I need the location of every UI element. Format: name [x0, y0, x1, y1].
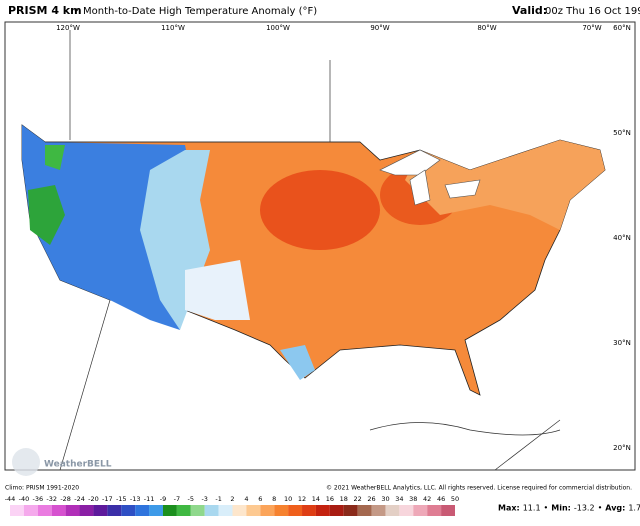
valid-label: Valid: [512, 4, 547, 17]
color-bin [51, 505, 66, 516]
lon-label: 70°W [582, 24, 601, 32]
stat-separator: • [598, 504, 603, 513]
stat-separator: • [544, 504, 549, 513]
color-bin [399, 505, 414, 516]
copyright: © 2021 WeatherBELL Analytics, LLC. All r… [326, 485, 632, 492]
colorbar-label: 30 [381, 495, 389, 503]
color-bin [149, 505, 163, 516]
color-bin [315, 505, 330, 516]
colorbar-label: -9 [160, 495, 166, 503]
lat-label: 30°N [613, 339, 631, 347]
color-bin [121, 505, 136, 516]
colorbar-label: 46 [437, 495, 445, 503]
stat-min: -13.2 [574, 504, 595, 513]
stat-min-label: Min: [551, 504, 571, 513]
lat-label: 40°N [613, 234, 631, 242]
color-bin [441, 505, 455, 516]
subtitle: Month-to-Date High Temperature Anomaly (… [83, 6, 317, 17]
color-bin [329, 505, 344, 516]
color-bin [23, 505, 38, 516]
stat-max-label: Max: [498, 504, 520, 513]
colorbar-label: 42 [423, 495, 431, 503]
colorbar-label: 16 [326, 495, 334, 503]
stat-avg: 1.7 [628, 504, 640, 513]
lat-label: 20°N [613, 444, 631, 452]
colorbar-label: 8 [272, 495, 276, 503]
colorbar-label: 2 [230, 495, 234, 503]
color-bin [260, 505, 275, 516]
color-bin [385, 505, 400, 516]
color-bin [176, 505, 191, 516]
colorbar-label: 4 [244, 495, 248, 503]
colorbar-label: -5 [188, 495, 194, 503]
stats: Max: 11.1 • Min: -13.2 • Avg: 1.7 [498, 504, 640, 513]
colorbar-label: -17 [102, 495, 113, 503]
colorbar-label: 34 [395, 495, 403, 503]
color-bin [204, 505, 219, 516]
lon-label: 120°W [56, 24, 80, 32]
stat-avg-label: Avg: [605, 504, 625, 513]
color-bin [65, 505, 80, 516]
colorbar-label: -13 [130, 495, 141, 503]
lon-label: 110°W [161, 24, 185, 32]
colorbar-label: 6 [258, 495, 262, 503]
color-bin [232, 505, 247, 516]
color-bin [135, 505, 150, 516]
lon-label: 90°W [370, 24, 389, 32]
colorbar-label: 18 [340, 495, 348, 503]
colorbar-label: 26 [367, 495, 375, 503]
valid-time: 00z Thu 16 Oct 1997 [545, 6, 640, 17]
colorbar-label: 12 [298, 495, 306, 503]
separator: • [73, 4, 80, 17]
colorbar-label: 38 [409, 495, 417, 503]
climo: Climo: PRISM 1991-2020 [5, 485, 79, 492]
color-bin [162, 505, 177, 516]
color-bin [79, 505, 94, 516]
color-bin [10, 505, 24, 516]
map: 120°W 110°W 100°W 90°W 80°W 70°W 60°N 50… [4, 21, 636, 476]
color-bin [93, 505, 108, 516]
logo: WeatherBELL [44, 460, 112, 470]
lon-label: 100°W [266, 24, 290, 32]
color-bin [427, 505, 442, 516]
title: PRISM 4 km [8, 4, 82, 17]
color-bin [343, 505, 358, 516]
colorbar-label: 22 [354, 495, 362, 503]
color-bin [37, 505, 52, 516]
colorbar-label: 50 [451, 495, 459, 503]
colorbar-label: -44 [5, 495, 16, 503]
colorbar: -44 -40 -36 -32 -28 -24 -20 -17 -15 -13 -11 -9 -7 -5-… [5, 495, 459, 516]
colorbar-label: -15 [116, 495, 127, 503]
color-bin [413, 505, 428, 516]
colorbar-label: -3 [201, 495, 207, 503]
color-bin [107, 505, 122, 516]
lon-label: 80°W [477, 24, 496, 32]
colorbar-label: -7 [174, 495, 180, 503]
colorbar-label: -20 [88, 495, 99, 503]
colorbar-label: -36 [33, 495, 44, 503]
color-bin [288, 505, 303, 516]
color-bin [218, 505, 233, 516]
colorbar-label: -11 [144, 495, 155, 503]
lat-label: 50°N [613, 129, 631, 137]
color-bin [190, 505, 205, 516]
colorbar-label: -40 [19, 495, 30, 503]
colorbar-label: 14 [312, 495, 320, 503]
color-bin [246, 505, 261, 516]
colorbar-label: -32 [46, 495, 57, 503]
colorbar-label: 10 [284, 495, 292, 503]
colorbar-label: -1 [215, 495, 221, 503]
color-bin [357, 505, 372, 516]
color-bin [371, 505, 386, 516]
color-bin [302, 505, 316, 516]
color-bin [274, 505, 289, 516]
colorbar-label: -28 [60, 495, 71, 503]
lat-label: 60°N [613, 24, 631, 32]
stat-max: 11.1 [523, 504, 541, 513]
colorbar-label: -24 [74, 495, 85, 503]
